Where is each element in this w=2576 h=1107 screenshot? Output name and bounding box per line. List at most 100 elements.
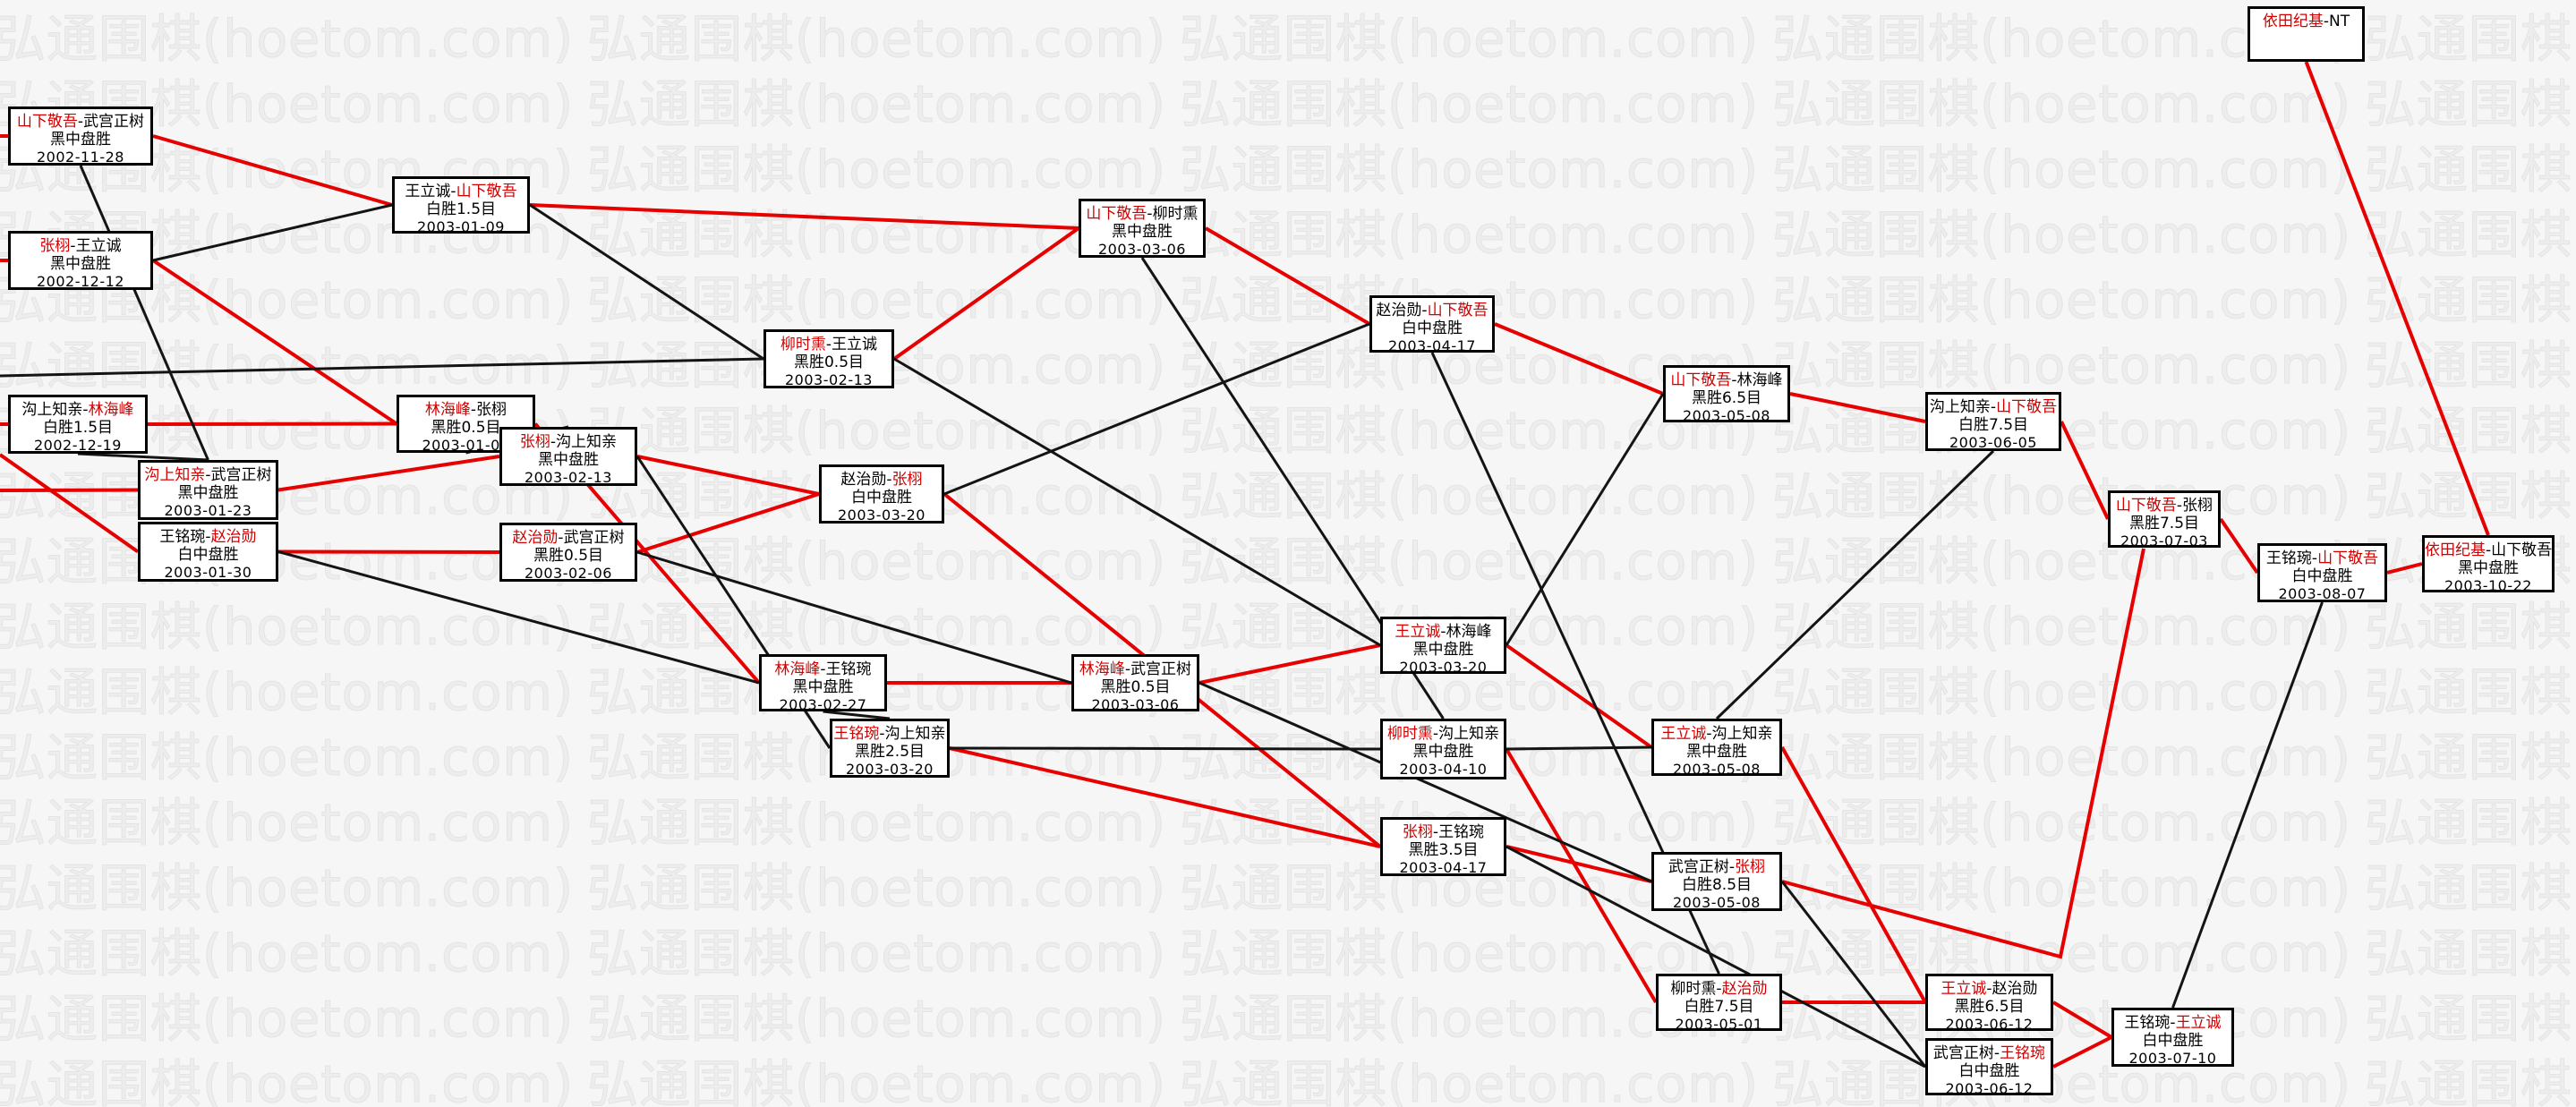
game-players: 林海峰-王铭琬 xyxy=(762,660,884,678)
game-result: 黑胜7.5目 xyxy=(2128,515,2200,532)
watermark-text: 弘通围棋(hoetom.com) xyxy=(1772,141,2352,200)
player-name: 武宫正树 xyxy=(1130,660,1192,678)
game-node-12[interactable]: 山下敬吾-柳时熏 黑中盘胜 2003-03-06 xyxy=(1079,199,1206,258)
watermark-text: 弘通围棋(hoetom.com) xyxy=(2365,794,2576,853)
game-node-2[interactable]: 张栩-王立诚 黑中盘胜 2002-12-12 xyxy=(8,231,153,290)
edge-12-13-red xyxy=(1204,226,1371,326)
game-node-10[interactable]: 赵治勋-武宫正树 黑胜0.5目 2003-02-06 xyxy=(499,523,637,582)
game-node-11[interactable]: 赵治勋-张栩 白中盘胜 2003-03-20 xyxy=(819,464,944,524)
game-node-23[interactable]: 王立诚-林海峰 黑中盘胜 2003-03-20 xyxy=(1380,617,1506,676)
winner-name: 王立诚 xyxy=(2175,1014,2222,1032)
winner-name: 王铭琬 xyxy=(2000,1044,2046,1062)
game-node-20[interactable]: 林海峰-王铭琬 黑中盘胜 2003-02-27 xyxy=(759,654,887,713)
winner-name: 沟上知亲 xyxy=(144,466,206,484)
edge-27-30-black xyxy=(1780,881,1927,1068)
game-date: 2003-06-05 xyxy=(1949,434,2037,451)
watermark-text: 弘通围棋(hoetom.com) xyxy=(587,271,1167,330)
watermark-text: 弘通围棋(hoetom.com) xyxy=(2365,75,2576,134)
entry-stub-6 xyxy=(0,357,764,378)
game-node-15[interactable]: 沟上知亲-山下敬吾 白胜7.5目 2003-06-05 xyxy=(1925,392,2061,451)
player-separator: - xyxy=(2176,497,2183,515)
game-node-4[interactable]: 沟上知亲-林海峰 白胜1.5目 2002-12-19 xyxy=(8,395,148,454)
watermark-text: 弘通围棋(hoetom.com) xyxy=(587,141,1167,200)
winner-name: 山下敬吾 xyxy=(456,183,517,200)
game-node-3[interactable]: 王立诚-山下敬吾 白胜1.5目 2003-01-09 xyxy=(392,176,530,235)
game-node-31[interactable]: 王铭琬-王立诚 白中盘胜 2003-07-10 xyxy=(2111,1008,2234,1067)
game-node-1[interactable]: 山下敬吾-武宫正树 黑中盘胜 2002-11-28 xyxy=(8,106,153,166)
game-date: 2003-02-27 xyxy=(779,696,867,713)
game-node-26[interactable]: 张栩-王铭琬 黑胜3.5目 2003-04-17 xyxy=(1380,817,1506,876)
game-node-27[interactable]: 武宫正树-张栩 白胜8.5目 2003-05-08 xyxy=(1651,852,1782,911)
player-name: 沟上知亲 xyxy=(21,401,83,419)
game-node-13[interactable]: 赵治勋-山下敬吾 白中盘胜 2003-04-17 xyxy=(1369,295,1495,354)
game-players: 山下敬吾-林海峰 xyxy=(1666,371,1787,389)
edge-9-20-black xyxy=(277,550,760,685)
game-result: 白中盘胜 xyxy=(851,489,912,507)
player-name: 王立诚 xyxy=(832,336,878,353)
game-players: 山下敬吾-柳时熏 xyxy=(1081,205,1203,223)
edge-4-5-red xyxy=(147,422,397,426)
game-node-18[interactable]: 依田纪基-NT xyxy=(2248,6,2365,62)
watermark-text: 弘通围棋(hoetom.com) xyxy=(0,728,575,788)
watermark-text: 弘通围棋(hoetom.com) xyxy=(1772,728,2352,788)
winner-name: 山下敬吾 xyxy=(16,113,78,131)
game-players: 张栩-王立诚 xyxy=(11,237,150,255)
game-node-5[interactable]: 林海峰-张栩 黑胜0.5目 2003-01-09 xyxy=(397,395,535,454)
player-name: 沟上知亲 xyxy=(1438,725,1500,743)
edge-22-24-black xyxy=(949,746,1381,751)
game-date: 2003-03-20 xyxy=(838,507,925,524)
edge-1-3-red xyxy=(152,134,393,207)
edge-23-25-red xyxy=(1505,643,1653,749)
game-node-28[interactable]: 柳时熏-赵治勋 白胜7.5目 2003-05-01 xyxy=(1656,974,1782,1033)
player-separator: - xyxy=(450,183,456,200)
game-node-29[interactable]: 王立诚-赵治勋 黑胜6.5目 2003-06-12 xyxy=(1925,974,2053,1033)
game-node-16[interactable]: 山下敬吾-张栩 黑胜7.5目 2003-07-03 xyxy=(2108,490,2221,549)
game-node-19[interactable]: 依田纪基-山下敬吾 黑中盘胜 2003-10-22 xyxy=(2422,535,2555,594)
game-players: 武宫正树-王铭琬 xyxy=(1928,1044,2051,1062)
game-node-30[interactable]: 武宫正树-王铭琬 白中盘胜 2003-06-12 xyxy=(1925,1038,2053,1097)
watermark-text: 弘通围棋(hoetom.com) xyxy=(587,859,1167,918)
winner-name: 赵治勋 xyxy=(210,528,257,546)
watermark-text: 弘通围棋(hoetom.com) xyxy=(1772,598,2352,657)
winner-name: 张栩 xyxy=(891,471,923,489)
watermark-text: 弘通围棋(hoetom.com) xyxy=(2365,141,2576,200)
edge-10-21-black xyxy=(636,550,1072,685)
player-separator: - xyxy=(879,725,885,743)
watermark-text: 弘通围棋(hoetom.com) xyxy=(0,859,575,918)
game-result: 白胜8.5目 xyxy=(1681,876,1753,894)
player-separator: - xyxy=(1993,1044,2000,1062)
game-node-21[interactable]: 林海峰-武宫正树 黑胜0.5目 2003-03-06 xyxy=(1071,654,1199,713)
game-node-14[interactable]: 山下敬吾-林海峰 黑胜6.5目 2003-05-08 xyxy=(1663,365,1790,424)
game-node-22[interactable]: 王铭琬-沟上知亲 黑胜2.5目 2003-03-20 xyxy=(830,719,950,778)
game-players: 赵治勋-武宫正树 xyxy=(502,529,635,547)
game-node-7[interactable]: 张栩-沟上知亲 黑中盘胜 2003-02-13 xyxy=(499,427,637,486)
winner-name: 柳时熏 xyxy=(1386,725,1433,743)
watermark-text: 弘通围棋(hoetom.com) xyxy=(1180,141,1760,200)
game-date: 2003-03-20 xyxy=(846,761,934,778)
game-node-17[interactable]: 王铭琬-山下敬吾 白中盘胜 2003-08-07 xyxy=(2257,543,2387,602)
game-date: 2003-03-06 xyxy=(1098,241,1186,258)
game-node-8[interactable]: 沟上知亲-武宫正树 黑中盘胜 2003-01-23 xyxy=(138,460,278,520)
edge-3-12-red xyxy=(529,203,1079,230)
game-node-24[interactable]: 柳时熏-沟上知亲 黑中盘胜 2003-04-10 xyxy=(1380,719,1506,779)
game-result: 白中盘胜 xyxy=(2142,1032,2204,1050)
winner-name: 山下敬吾 xyxy=(2317,549,2379,567)
edge-20-22-black xyxy=(823,710,891,720)
player-name: 王立诚 xyxy=(75,237,122,255)
game-players: 柳时熏-赵治勋 xyxy=(1659,980,1779,998)
watermark-text: 弘通围棋(hoetom.com) xyxy=(1772,532,2352,592)
game-players: 山下敬吾-张栩 xyxy=(2111,497,2218,515)
game-result: 黑胜0.5目 xyxy=(793,353,865,371)
game-date: 2003-06-12 xyxy=(1945,1016,2034,1033)
game-node-9[interactable]: 王铭琬-赵治勋 白中盘胜 2003-01-30 xyxy=(138,522,278,582)
edge-24-25-black xyxy=(1506,745,1652,751)
edge-7-11-red xyxy=(636,455,820,496)
watermark-text: 弘通围棋(hoetom.com) xyxy=(587,75,1167,134)
watermark-text: 弘通围棋(hoetom.com) xyxy=(1180,663,1760,722)
game-node-25[interactable]: 王立诚-沟上知亲 黑中盘胜 2003-05-08 xyxy=(1651,719,1782,778)
game-node-6[interactable]: 柳时熏-王立诚 黑胜0.5目 2003-02-13 xyxy=(763,329,894,388)
game-result: 黑胜2.5目 xyxy=(854,743,925,761)
game-result: 白中盘胜 xyxy=(2291,567,2353,585)
edge-25-15-black xyxy=(1715,449,1995,720)
game-result: 白胜7.5目 xyxy=(1958,416,2029,434)
